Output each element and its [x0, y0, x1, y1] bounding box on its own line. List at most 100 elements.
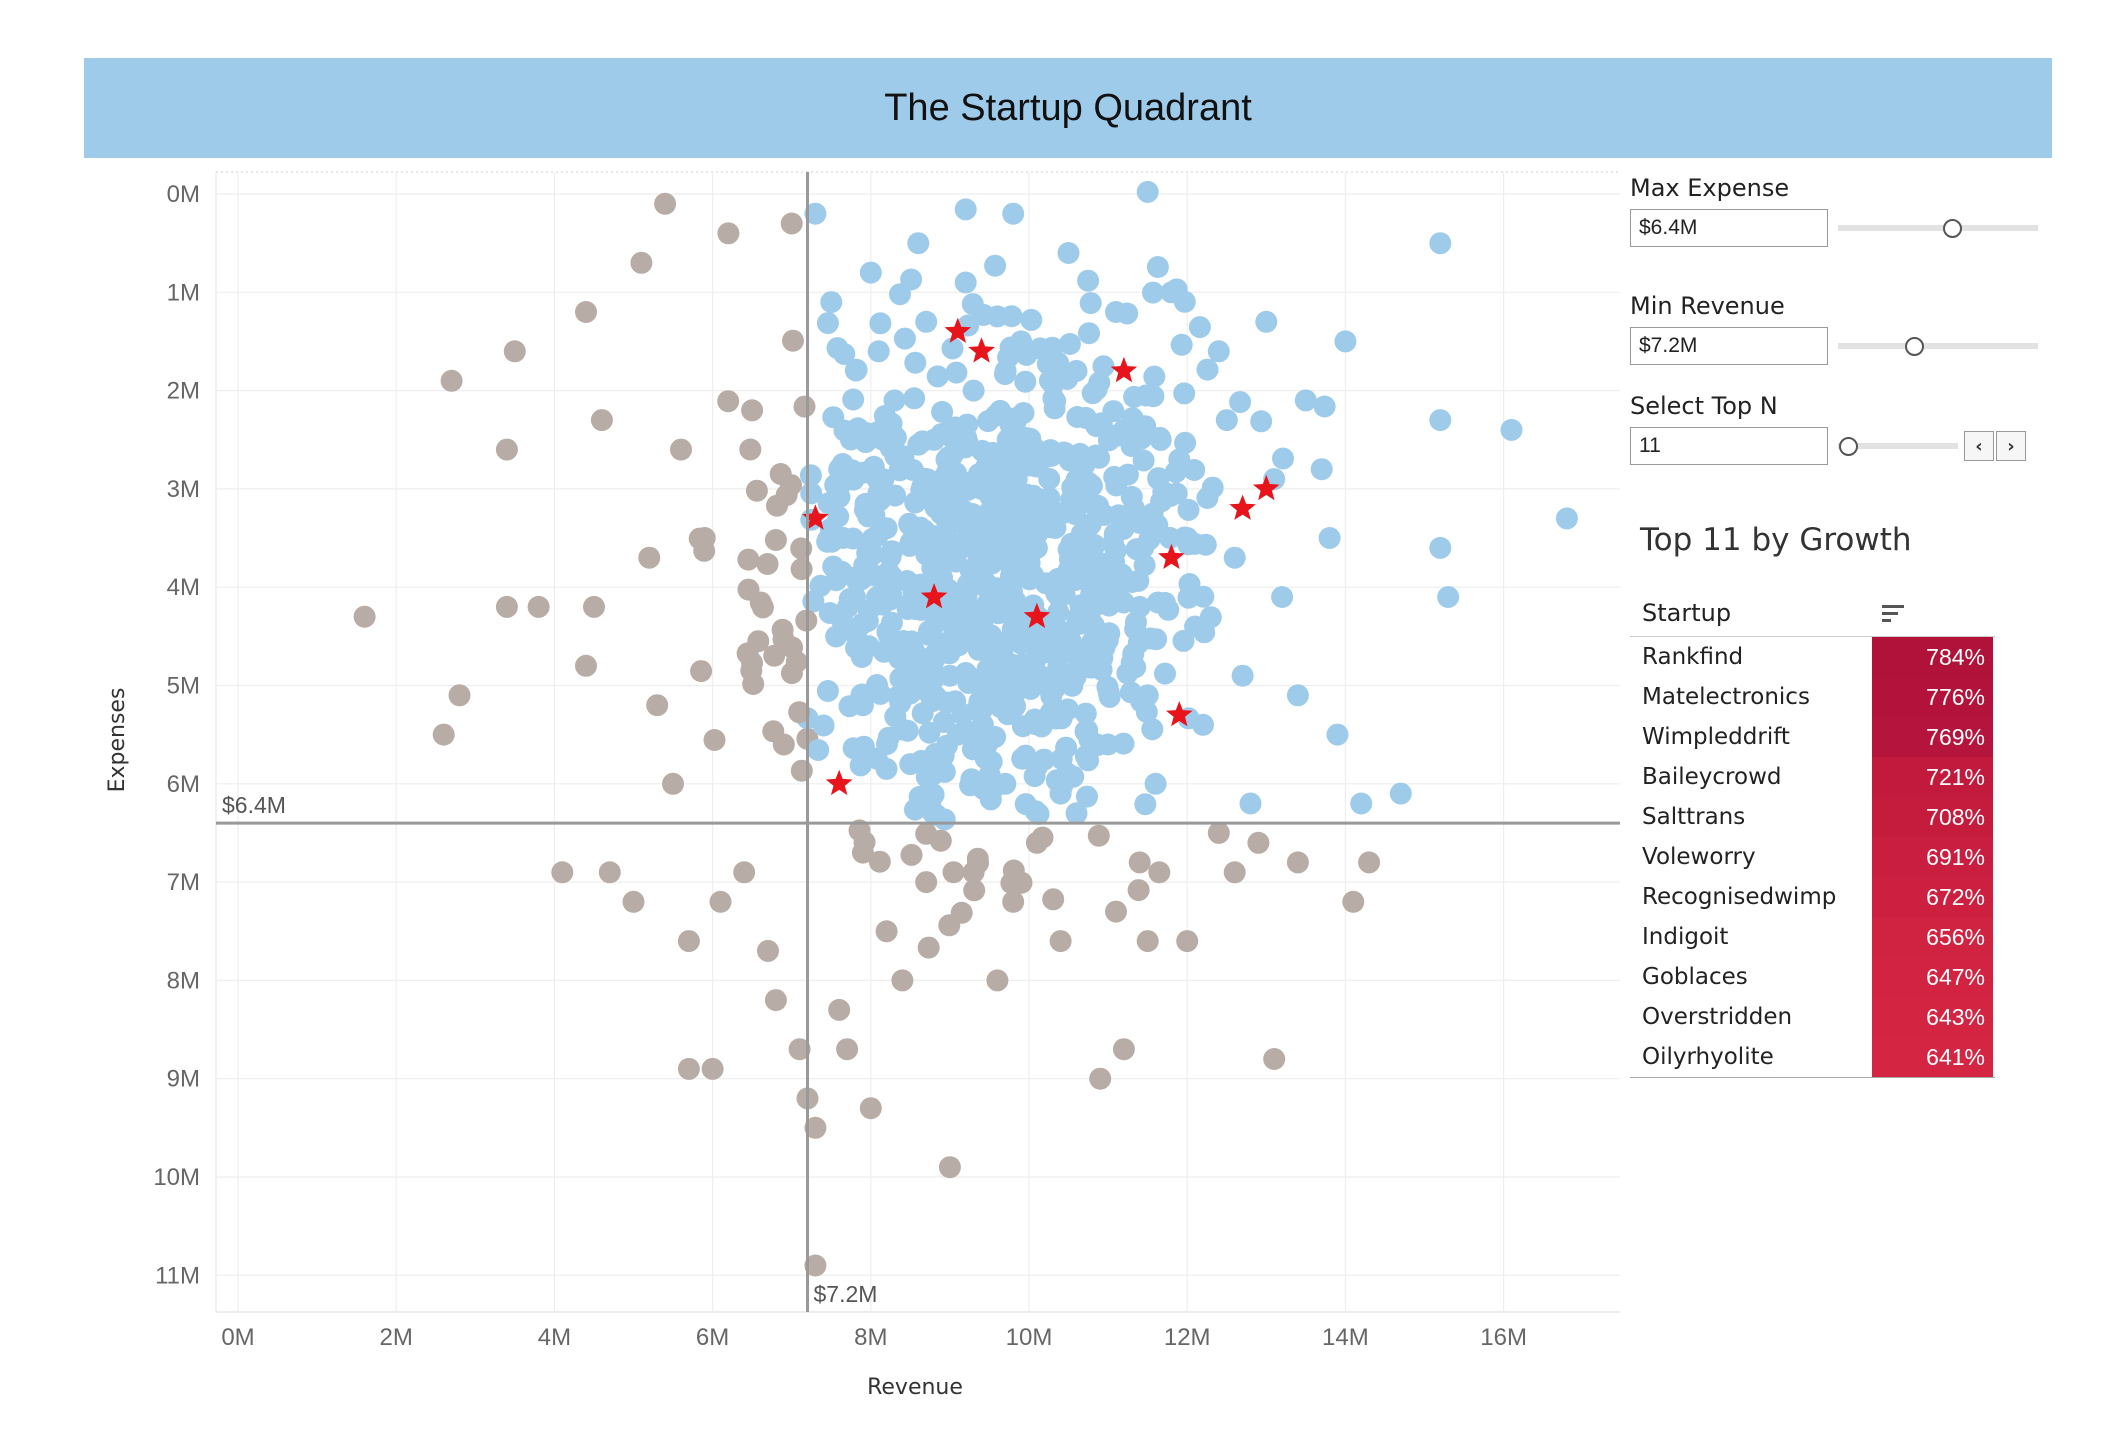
- data-point[interactable]: [999, 464, 1022, 487]
- data-point[interactable]: [804, 202, 827, 225]
- data-point[interactable]: [1074, 720, 1097, 743]
- data-point[interactable]: [1104, 539, 1127, 562]
- data-point[interactable]: [875, 517, 898, 540]
- data-point[interactable]: [790, 759, 813, 782]
- data-point[interactable]: [1074, 702, 1097, 725]
- data-point[interactable]: [844, 359, 867, 382]
- data-point[interactable]: [764, 529, 787, 551]
- data-point[interactable]: [1059, 445, 1082, 468]
- data-point[interactable]: [1025, 831, 1048, 854]
- data-point[interactable]: [871, 593, 894, 616]
- data-point[interactable]: [630, 251, 653, 274]
- data-point[interactable]: [917, 936, 940, 959]
- data-point[interactable]: [1079, 292, 1102, 315]
- data-point[interactable]: [1192, 713, 1214, 736]
- data-point[interactable]: [1122, 642, 1145, 665]
- data-point[interactable]: [938, 664, 961, 687]
- data-point[interactable]: [1135, 701, 1158, 723]
- min-revenue-slider[interactable]: [1838, 326, 2038, 366]
- max-expense-slider[interactable]: [1838, 208, 2038, 248]
- data-point[interactable]: [1052, 581, 1075, 604]
- data-point[interactable]: [1042, 888, 1065, 911]
- data-point[interactable]: [1052, 501, 1075, 524]
- data-point[interactable]: [677, 1057, 700, 1080]
- data-point[interactable]: [1077, 269, 1100, 292]
- data-point[interactable]: [1121, 571, 1144, 593]
- data-point[interactable]: [709, 890, 732, 913]
- data-point[interactable]: [1020, 308, 1043, 331]
- data-point[interactable]: [867, 482, 890, 505]
- top-n-star[interactable]: [1023, 602, 1051, 628]
- data-point[interactable]: [1002, 890, 1025, 913]
- data-point[interactable]: [932, 744, 955, 767]
- data-point[interactable]: [962, 379, 985, 402]
- data-point[interactable]: [1112, 1038, 1135, 1061]
- data-point[interactable]: [972, 778, 995, 801]
- table-row[interactable]: Indigoit 656%: [1630, 917, 1995, 957]
- data-point[interactable]: [763, 644, 786, 667]
- data-point[interactable]: [1188, 316, 1211, 339]
- data-point[interactable]: [883, 389, 906, 412]
- table-row[interactable]: Voleworry 691%: [1630, 837, 1995, 877]
- table-row[interactable]: Goblaces 647%: [1630, 957, 1995, 997]
- table-row[interactable]: Salttrans 708%: [1630, 797, 1995, 837]
- data-point[interactable]: [1286, 684, 1309, 707]
- data-point[interactable]: [844, 586, 866, 608]
- table-row[interactable]: Wimpleddrift 769%: [1630, 717, 1995, 757]
- data-point[interactable]: [733, 861, 756, 884]
- data-point[interactable]: [828, 458, 851, 481]
- data-point[interactable]: [1103, 523, 1126, 546]
- data-point[interactable]: [851, 694, 874, 717]
- data-point[interactable]: [1078, 322, 1100, 345]
- data-point[interactable]: [994, 772, 1017, 795]
- data-point[interactable]: [922, 802, 945, 825]
- data-point[interactable]: [741, 399, 764, 422]
- data-point[interactable]: [353, 605, 376, 628]
- data-point[interactable]: [889, 283, 911, 306]
- data-point[interactable]: [891, 635, 914, 658]
- data-point[interactable]: [875, 757, 898, 780]
- data-point[interactable]: [503, 340, 526, 363]
- data-point[interactable]: [638, 546, 661, 569]
- data-point[interactable]: [737, 548, 760, 571]
- data-point[interactable]: [956, 413, 979, 436]
- data-point[interactable]: [926, 365, 949, 388]
- data-point[interactable]: [1105, 474, 1128, 497]
- data-point[interactable]: [1149, 428, 1172, 451]
- data-point[interactable]: [970, 477, 993, 500]
- data-point[interactable]: [757, 939, 779, 962]
- data-point[interactable]: [866, 674, 888, 696]
- data-point[interactable]: [769, 463, 792, 485]
- data-point[interactable]: [1065, 802, 1088, 825]
- data-point[interactable]: [938, 1156, 961, 1179]
- data-point[interactable]: [900, 843, 923, 866]
- data-point[interactable]: [1168, 448, 1191, 471]
- data-point[interactable]: [1247, 831, 1270, 854]
- data-point[interactable]: [1010, 871, 1033, 894]
- data-point[interactable]: [780, 662, 803, 685]
- data-point[interactable]: [1177, 498, 1200, 521]
- data-point[interactable]: [859, 261, 882, 284]
- data-point[interactable]: [701, 1057, 724, 1080]
- data-point[interactable]: [662, 772, 684, 795]
- data-point[interactable]: [904, 351, 927, 374]
- data-point[interactable]: [1500, 418, 1523, 441]
- data-point[interactable]: [1112, 418, 1135, 441]
- data-point[interactable]: [980, 750, 1003, 773]
- data-point[interactable]: [1085, 378, 1108, 401]
- data-point[interactable]: [756, 553, 779, 575]
- data-point[interactable]: [1207, 340, 1230, 363]
- data-point[interactable]: [736, 642, 759, 665]
- data-point[interactable]: [1058, 671, 1081, 694]
- slider-handle[interactable]: [1905, 337, 1924, 356]
- top-n-star[interactable]: [1166, 701, 1193, 727]
- data-point[interactable]: [918, 620, 940, 643]
- data-point[interactable]: [867, 340, 890, 363]
- data-point[interactable]: [1097, 733, 1120, 756]
- data-point[interactable]: [1146, 256, 1169, 278]
- data-point[interactable]: [1429, 409, 1452, 432]
- data-point[interactable]: [790, 558, 813, 581]
- data-point[interactable]: [1286, 851, 1309, 874]
- slider-handle[interactable]: [1943, 219, 1962, 238]
- data-point[interactable]: [654, 192, 677, 215]
